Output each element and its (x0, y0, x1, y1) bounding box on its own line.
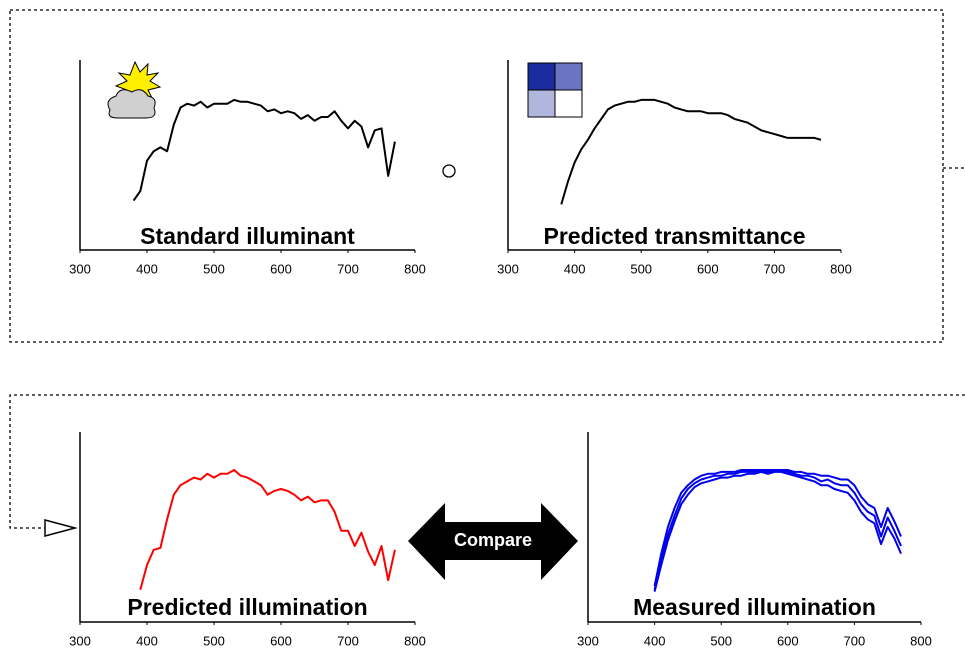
x-tick-label: 600 (270, 633, 292, 648)
chart-title: Measured illumination (633, 594, 876, 620)
x-tick-label: 500 (203, 633, 225, 648)
data-line (653, 469, 902, 587)
x-tick-label: 700 (337, 633, 359, 648)
x-tick-label: 800 (404, 261, 426, 276)
x-tick-label: 400 (564, 261, 586, 276)
x-tick-label: 300 (69, 261, 91, 276)
data-line (560, 98, 822, 205)
x-tick-label: 700 (844, 633, 866, 648)
x-tick-label: 800 (830, 261, 852, 276)
x-tick-label: 600 (697, 261, 719, 276)
x-tick-label: 400 (136, 261, 158, 276)
x-tick-label: 700 (764, 261, 786, 276)
x-tick-label: 500 (203, 261, 225, 276)
operator (442, 164, 456, 178)
data-line (139, 469, 396, 590)
data-line (653, 469, 902, 590)
x-tick-label: 300 (497, 261, 519, 276)
data-line (653, 470, 902, 592)
input-arrow (44, 519, 78, 537)
compare-arrow (408, 503, 578, 580)
top-box (9, 9, 944, 343)
x-tick-label: 500 (710, 633, 732, 648)
x-tick-label: 800 (404, 633, 426, 648)
data-line (132, 98, 396, 202)
x-tick-label: 700 (337, 261, 359, 276)
chart-title: Predicted illumination (127, 594, 367, 620)
x-tick-label: 300 (577, 633, 599, 648)
x-tick-label: 600 (777, 633, 799, 648)
x-tick-label: 800 (910, 633, 932, 648)
chart-title: Standard illuminant (140, 223, 355, 249)
x-tick-label: 600 (270, 261, 292, 276)
matrix-icon (527, 62, 583, 118)
x-tick-label: 300 (69, 633, 91, 648)
x-tick-label: 400 (136, 633, 158, 648)
connector-in (9, 394, 965, 529)
x-tick-label: 500 (630, 261, 652, 276)
compare-label: Compare (454, 530, 532, 550)
sun-icon (107, 60, 162, 119)
chart-title: Predicted transmittance (543, 223, 805, 249)
x-tick-label: 400 (644, 633, 666, 648)
